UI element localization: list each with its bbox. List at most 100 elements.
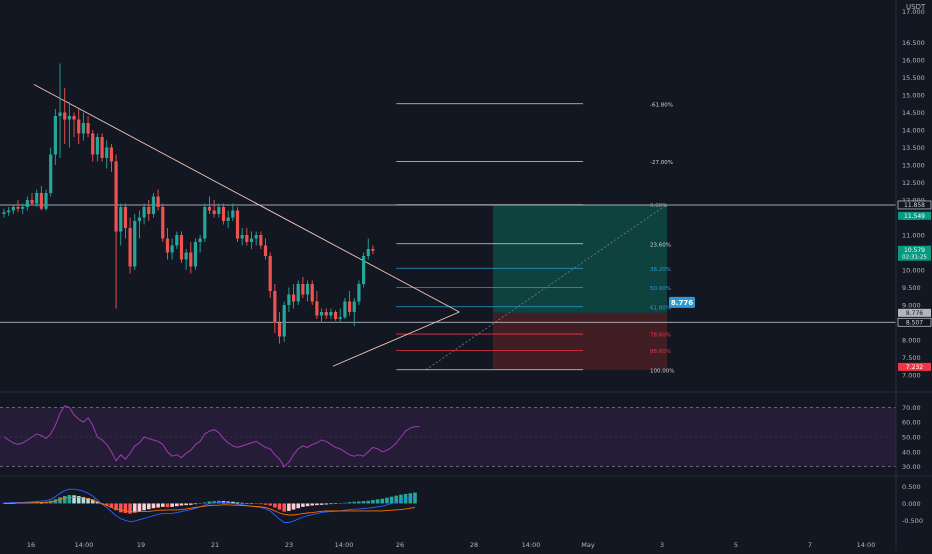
macd-histogram-bar[interactable] (296, 503, 301, 509)
macd-histogram-bar[interactable] (76, 495, 81, 504)
macd-histogram-bar[interactable] (282, 503, 286, 512)
candle-body[interactable] (11, 207, 15, 211)
macd-histogram-bar[interactable] (170, 503, 174, 507)
price-pane[interactable]: -61.80% -27.00% 0.00% 23.60% 38.20% 50.00% 61.… (0, 63, 932, 477)
macd-histogram-bar[interactable] (151, 503, 156, 509)
price-axis[interactable]: USDT 7.0007.5008.0008.5009.0009.50010.00… (895, 0, 932, 550)
macd-histogram-bar[interactable] (179, 503, 184, 506)
candle-body[interactable] (235, 210, 240, 239)
macd-histogram-bar[interactable] (109, 503, 114, 508)
macd-histogram-bar[interactable] (315, 503, 319, 506)
macd-histogram-bar[interactable] (277, 503, 282, 510)
macd-histogram-bar[interactable] (146, 503, 151, 510)
candle-body[interactable] (123, 207, 128, 228)
candle-body[interactable] (25, 200, 29, 207)
macd-histogram-bar[interactable] (361, 501, 366, 504)
candle-body[interactable] (212, 210, 216, 215)
macd-histogram-bar[interactable] (291, 503, 296, 510)
candle-body[interactable] (347, 301, 352, 313)
candle-body[interactable] (151, 196, 156, 215)
entry-price-badge[interactable]: 8.776 (669, 296, 695, 308)
candle-body[interactable] (7, 210, 11, 213)
macd-signal-line[interactable] (4, 496, 416, 516)
candle-body[interactable] (133, 221, 137, 267)
macd-histogram-bar[interactable] (343, 502, 347, 504)
macd-histogram-bar[interactable] (86, 498, 90, 504)
macd-histogram-bar[interactable] (329, 503, 333, 505)
candle-body[interactable] (333, 312, 338, 319)
candle-body[interactable] (147, 207, 151, 214)
macd-histogram-bar[interactable] (104, 503, 109, 506)
macd-histogram-bar[interactable] (333, 503, 338, 504)
candle-body[interactable] (100, 137, 104, 158)
candle-body[interactable] (221, 207, 226, 221)
axis-price-tag[interactable]: 8.776 (898, 308, 931, 317)
macd-histogram-bar[interactable] (249, 503, 254, 504)
candle-body[interactable] (114, 161, 118, 232)
macd-histogram-bar[interactable] (273, 503, 277, 508)
candle-body[interactable] (165, 238, 170, 253)
candle-body[interactable] (119, 207, 123, 232)
candle-body[interactable] (203, 207, 207, 239)
macd-histogram-bar[interactable] (263, 503, 268, 505)
candle-body[interactable] (305, 284, 310, 295)
macd-histogram-bar[interactable] (403, 493, 408, 504)
macd-histogram-bar[interactable] (184, 503, 188, 506)
rsi-line[interactable] (3, 405, 420, 468)
macd-histogram-bar[interactable] (235, 502, 240, 504)
macd-histogram-bar[interactable] (301, 503, 305, 507)
candle-body[interactable] (189, 252, 193, 267)
candle-body[interactable] (63, 112, 67, 120)
candle-body[interactable] (21, 207, 25, 209)
macd-line[interactable] (4, 488, 416, 523)
candle-body[interactable] (179, 235, 184, 260)
candle-body[interactable] (170, 245, 174, 253)
candle-body[interactable] (175, 235, 179, 246)
macd-histogram-bar[interactable] (287, 503, 291, 511)
candle-body[interactable] (254, 235, 258, 239)
macd-histogram-bar[interactable] (81, 497, 86, 504)
macd-histogram-bar[interactable] (53, 499, 58, 504)
candle-body[interactable] (58, 112, 62, 117)
candle-body[interactable] (352, 301, 356, 313)
macd-histogram-bar[interactable] (58, 497, 62, 504)
candle-body[interactable] (329, 312, 333, 316)
position-loss-zone[interactable] (493, 312, 667, 370)
candle-body[interactable] (44, 193, 48, 209)
candle-body[interactable] (2, 212, 6, 214)
candle-body[interactable] (16, 207, 20, 209)
candle-body[interactable] (72, 116, 76, 120)
candle-body[interactable] (296, 284, 300, 302)
macd-histogram-bar[interactable] (338, 503, 343, 504)
macd-pane[interactable] (2, 488, 417, 523)
macd-histogram-bar[interactable] (385, 497, 389, 504)
macd-histogram-bar[interactable] (160, 503, 165, 507)
macd-histogram-bar[interactable] (394, 495, 399, 504)
candle-body[interactable] (259, 235, 263, 246)
candle-body[interactable] (273, 291, 277, 323)
macd-histogram-bar[interactable] (132, 503, 137, 513)
candle-body[interactable] (240, 235, 244, 239)
macd-histogram-bar[interactable] (118, 503, 123, 513)
candle-body[interactable] (91, 133, 95, 155)
candle-body[interactable] (268, 256, 272, 291)
candle-body[interactable] (30, 200, 34, 204)
candle-body[interactable] (324, 312, 328, 316)
macd-histogram-bar[interactable] (95, 501, 100, 504)
candle-body[interactable] (198, 238, 202, 243)
rsi-pane[interactable] (0, 405, 896, 468)
macd-histogram-bar[interactable] (203, 502, 207, 504)
macd-histogram-bar[interactable] (189, 503, 193, 505)
candle-body[interactable] (301, 284, 305, 295)
candle-body[interactable] (315, 301, 319, 316)
macd-histogram-bar[interactable] (142, 503, 146, 511)
macd-histogram-bar[interactable] (193, 503, 198, 505)
macd-histogram-bar[interactable] (319, 503, 324, 505)
macd-histogram-bar[interactable] (128, 503, 132, 514)
macd-histogram-bar[interactable] (198, 503, 202, 504)
candle-body[interactable] (277, 322, 282, 337)
candle-body[interactable] (282, 305, 286, 337)
candle-body[interactable] (77, 119, 81, 134)
candle-body[interactable] (142, 207, 146, 218)
macd-histogram-bar[interactable] (123, 503, 128, 513)
